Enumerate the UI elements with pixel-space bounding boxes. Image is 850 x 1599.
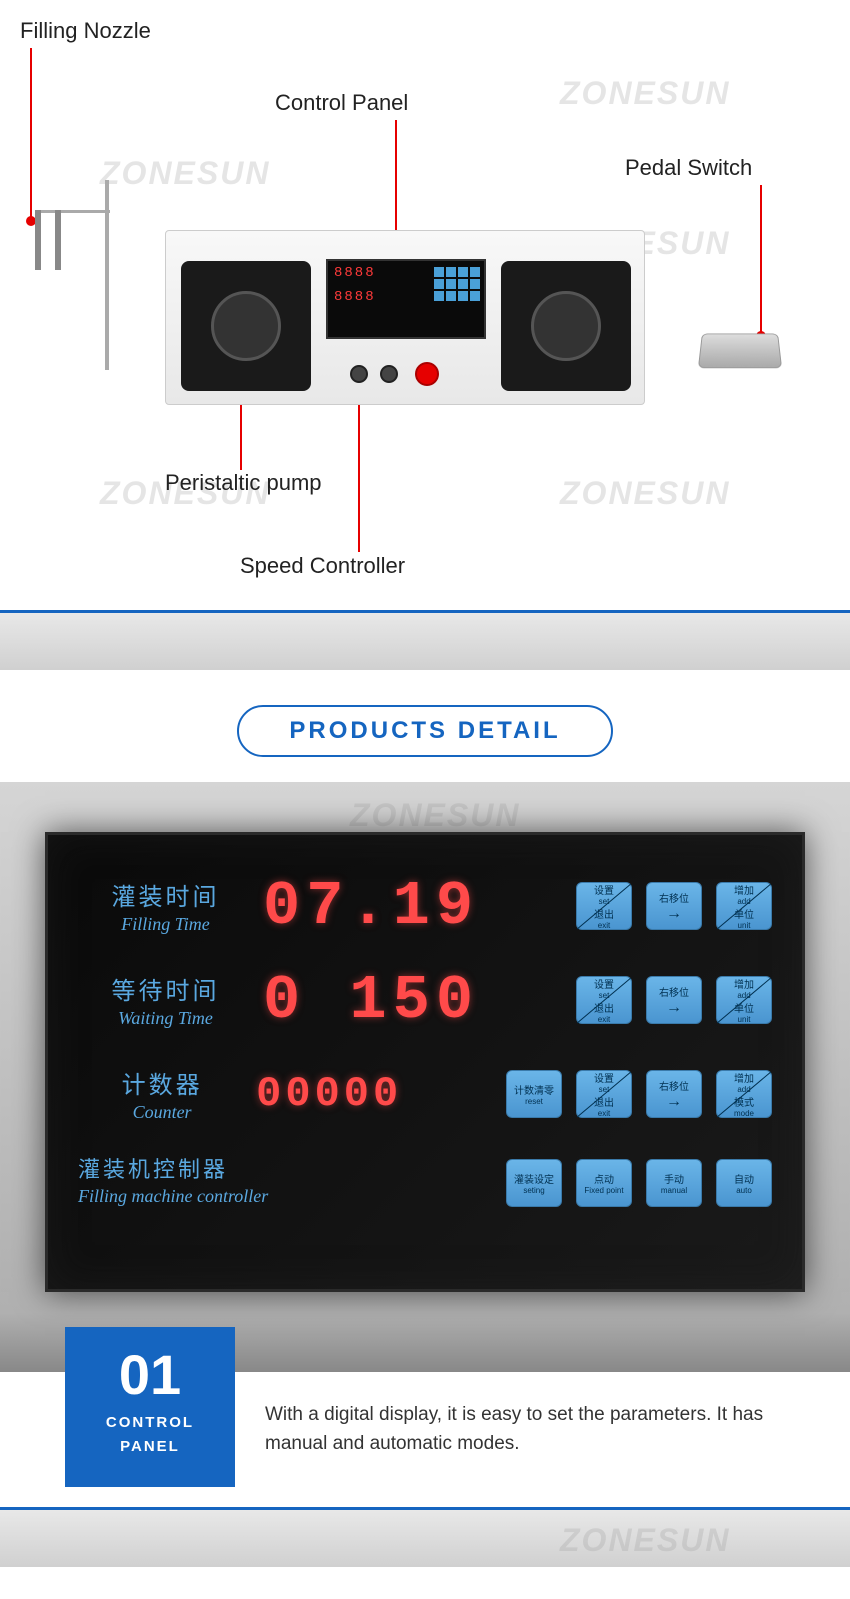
watermark: ZONESUN [560,1522,850,1559]
panel-button[interactable]: 灌装设定seting [506,1159,562,1207]
watermark: ZONESUN [560,475,730,512]
product-diagram: ZONESUN ZONESUN ZONESUN ZONESUN ZONESUN … [0,0,850,610]
badge-section: PRODUCTS DETAIL [0,670,850,782]
machine-body: 8888 8888 [165,230,645,405]
row-label-cn: 等待时间 [78,971,253,1006]
desc-badge: 01 CONTROL PANEL [65,1327,235,1487]
emergency-button [415,362,439,386]
peristaltic-pump-left [181,261,311,391]
label-pedal-switch: Pedal Switch [625,155,752,181]
seg-counter: 00000 [256,1070,506,1118]
panel-button[interactable]: 设置set退出exit [576,1070,632,1118]
panel-button[interactable]: 增加add单位unit [716,976,772,1024]
row-label-cn: 计数器 [78,1065,246,1100]
mini-control-panel: 8888 8888 [326,259,486,339]
row-label-en: Waiting Time [78,1008,253,1029]
panel-button[interactable]: 手动manual [646,1159,702,1207]
row-label-en: Filling Time [78,914,253,935]
panel-row-counter: 计数器 Counter 00000 计数清零reset 设置set退出exit 右移… [78,1058,772,1130]
row-label-en: Counter [78,1102,246,1123]
pedal-switch [698,334,782,369]
footer-label-cn: 灌装机控制器 [78,1152,378,1184]
seg-filling-time: 07.19 [263,871,523,942]
nozzle-stand [10,180,150,380]
label-filling-nozzle: Filling Nozzle [20,18,151,44]
label-control-panel: Control Panel [275,90,408,116]
panel-button[interactable]: 增加add模式mode [716,1070,772,1118]
panel-button[interactable]: 计数清零reset [506,1070,562,1118]
watermark: ZONESUN [350,797,520,834]
footer-label-en: Filling machine controller [78,1186,378,1207]
panel-button[interactable]: 右移位 [646,1070,702,1118]
label-speed-controller: Speed Controller [240,553,405,579]
panel-detail-section: ZONESUN 灌装时间 Filling Time 07.19 设置set退出e… [0,782,850,1372]
panel-button[interactable]: 设置set退出exit [576,882,632,930]
label-peristaltic-pump: Peristaltic pump [165,470,322,496]
description-section: 01 CONTROL PANEL With a digital display,… [0,1372,850,1487]
speed-knob [350,365,368,383]
section-divider: ZONESUN [0,1507,850,1567]
panel-row-filling-time: 灌装时间 Filling Time 07.19 设置set退出exit 右移位增加… [78,870,772,942]
panel-footer: 灌装机控制器 Filling machine controller 灌装设定se… [78,1152,772,1207]
panel-button[interactable]: 右移位 [646,976,702,1024]
seg-waiting-time: 0 150 [263,965,523,1036]
panel-button[interactable]: 增加add单位unit [716,882,772,930]
products-detail-badge: PRODUCTS DETAIL [237,705,612,757]
panel-button[interactable]: 右移位 [646,882,702,930]
peristaltic-pump-right [501,261,631,391]
panel-button[interactable]: 设置set退出exit [576,976,632,1024]
panel-button[interactable]: 自动auto [716,1159,772,1207]
panel-button[interactable]: 点动Fixed point [576,1159,632,1207]
section-divider [0,610,850,670]
leader-line [760,185,762,335]
panel-row-waiting-time: 等待时间 Waiting Time 0 150 设置set退出exit 右移位增加… [78,964,772,1036]
desc-number: 01 [75,1347,225,1403]
desc-title-l1: CONTROL [106,1414,194,1431]
desc-title-l2: PANEL [120,1438,180,1455]
row-label-cn: 灌装时间 [78,877,253,912]
watermark: ZONESUN [560,75,730,112]
speed-knob [380,365,398,383]
control-panel-detail: 灌装时间 Filling Time 07.19 设置set退出exit右移位增加… [45,832,805,1292]
desc-text: With a digital display, it is easy to se… [235,1372,850,1487]
